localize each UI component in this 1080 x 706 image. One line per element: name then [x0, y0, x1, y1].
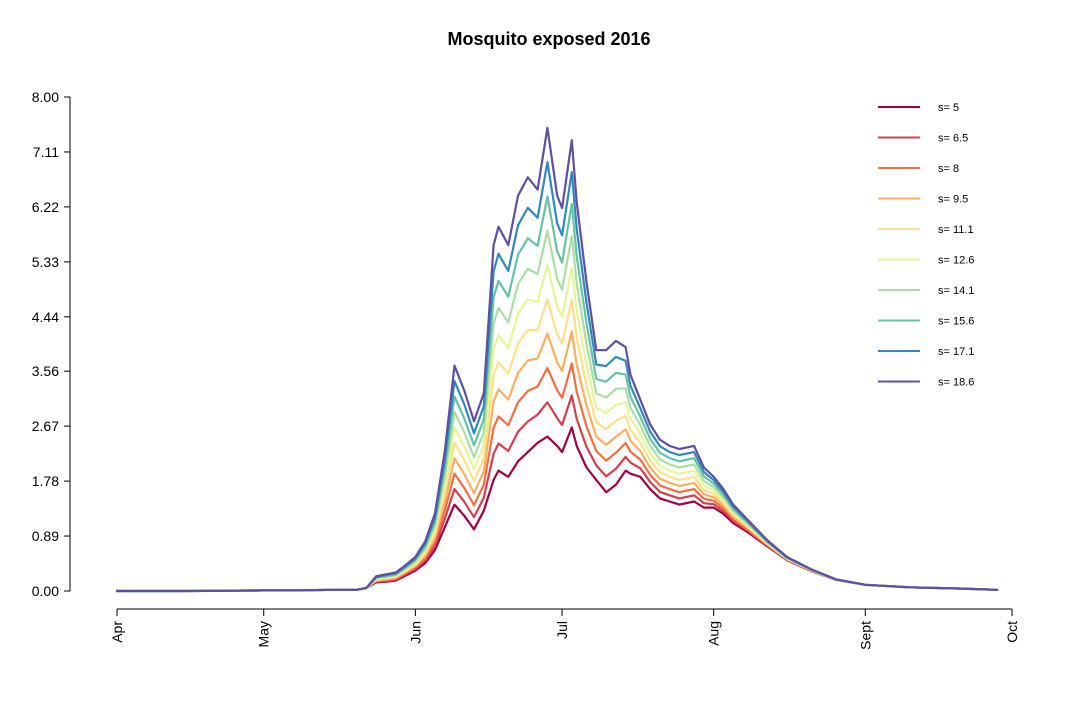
legend-label: s= 14.1 — [938, 285, 974, 297]
chart-title: Mosquito exposed 2016 — [447, 29, 650, 49]
series-line — [115, 229, 999, 593]
legend: s= 5 s= 6.5 s= 8 s= 9.5 s= 11.1 s= 12.6 s= 14.… — [878, 102, 974, 389]
x-tick-label: Aug — [706, 621, 722, 646]
y-tick-label: 5.33 — [32, 254, 59, 270]
series-lines — [115, 126, 999, 593]
y-tick-label: 7.11 — [33, 144, 59, 160]
x-tick-label: Oct — [1004, 621, 1020, 643]
series-line — [115, 161, 999, 593]
series-line — [115, 264, 999, 593]
series-line — [115, 362, 999, 593]
y-tick-label: 0.89 — [32, 528, 59, 544]
legend-label: s= 18.6 — [938, 377, 974, 389]
legend-label: s= 15.6 — [938, 316, 974, 328]
series-line — [115, 426, 999, 593]
legend-label: s= 6.5 — [938, 133, 968, 145]
x-tick-label: Jun — [407, 621, 423, 644]
y-tick-label: 3.56 — [32, 363, 59, 379]
series-line — [115, 330, 999, 593]
y-tick-label: 1.78 — [32, 473, 59, 489]
y-tick-label: 6.22 — [32, 199, 59, 215]
x-tick-label: May — [256, 621, 272, 647]
x-tick-label: Sept — [857, 621, 873, 650]
x-tick-label: Jul — [554, 621, 570, 639]
y-tick-label: 2.67 — [32, 418, 59, 434]
series-line — [115, 126, 999, 593]
y-tick-label: 0.00 — [32, 583, 59, 599]
y-axis: 0.00 0.89 1.78 2.67 3.56 4.44 5.33 6.22 7.11 8.00 — [32, 89, 71, 599]
legend-label: s= 8 — [938, 163, 959, 175]
legend-label: s= 12.6 — [938, 255, 974, 267]
y-tick-label: 4.44 — [32, 309, 59, 325]
legend-label: s= 17.1 — [938, 346, 974, 358]
x-axis: Apr May Jun Jul Aug Sept Oct — [109, 608, 1020, 650]
series-line — [115, 394, 999, 593]
y-tick-label: 8.00 — [32, 89, 59, 105]
legend-label: s= 5 — [938, 102, 959, 114]
x-tick-label: Apr — [109, 621, 125, 643]
legend-label: s= 9.5 — [938, 194, 968, 206]
legend-label: s= 11.1 — [938, 224, 974, 236]
series-line — [115, 195, 999, 593]
